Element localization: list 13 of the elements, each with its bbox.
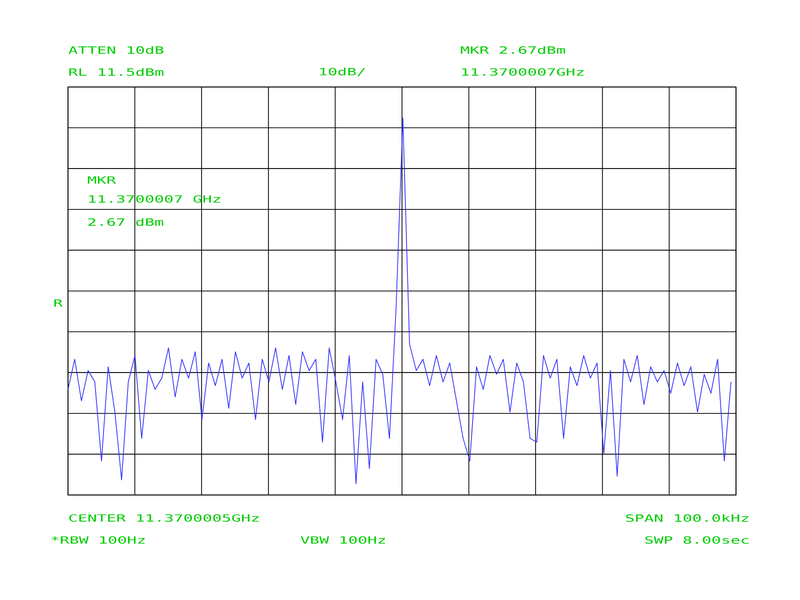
annotation: 2.67 dBm (88, 218, 164, 226)
text: R (54, 299, 63, 307)
text: SPAN 100.0kHz (626, 514, 748, 522)
text: 10dB/ (320, 68, 365, 76)
text: SWP 8.00sec (645, 536, 748, 544)
annotation: MKR (88, 176, 116, 184)
text: VBW 100Hz (300, 536, 386, 544)
text: *RBW 100Hz (52, 536, 145, 544)
text: ATTEN 10dB (68, 46, 164, 54)
text: 11.3700007GHz (462, 68, 584, 76)
text: MKR 2.67dBm (460, 46, 565, 54)
text: RL 11.5dBm (69, 68, 164, 76)
text: CENTER 11.3700005GHz (69, 514, 259, 522)
